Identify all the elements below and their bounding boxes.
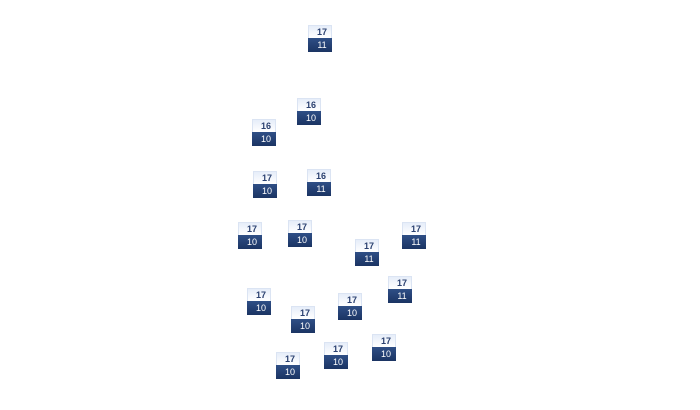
marker-top-value: 17: [388, 276, 412, 289]
map-marker-label[interactable]: 16 11: [307, 169, 331, 196]
marker-bottom-value: 10: [324, 355, 348, 369]
marker-bottom-value: 10: [291, 319, 315, 333]
map-marker-label[interactable]: 17 10: [276, 352, 300, 379]
map-marker-label[interactable]: 17 10: [247, 288, 271, 315]
marker-bottom-value: 10: [247, 301, 271, 315]
map-marker-label[interactable]: 17 11: [388, 276, 412, 303]
map-marker-label[interactable]: 17 10: [372, 334, 396, 361]
marker-bottom-value: 10: [252, 132, 276, 146]
marker-top-value: 17: [291, 306, 315, 319]
map-marker-label[interactable]: 17 10: [324, 342, 348, 369]
marker-top-value: 17: [276, 352, 300, 365]
marker-top-value: 17: [247, 288, 271, 301]
map-marker-label[interactable]: 16 10: [252, 119, 276, 146]
map-marker-label[interactable]: 17 10: [238, 222, 262, 249]
marker-bottom-value: 11: [308, 38, 332, 52]
marker-top-value: 17: [338, 293, 362, 306]
marker-top-value: 17: [355, 239, 379, 252]
marker-bottom-value: 10: [276, 365, 300, 379]
map-marker-label[interactable]: 17 11: [355, 239, 379, 266]
marker-bottom-value: 10: [238, 235, 262, 249]
marker-top-value: 17: [372, 334, 396, 347]
map-marker-label[interactable]: 16 10: [297, 98, 321, 125]
map-marker-label[interactable]: 17 10: [291, 306, 315, 333]
marker-bottom-value: 11: [388, 289, 412, 303]
marker-bottom-value: 11: [355, 252, 379, 266]
map-marker-label[interactable]: 17 11: [308, 25, 332, 52]
marker-top-value: 17: [288, 220, 312, 233]
map-marker-label[interactable]: 17 10: [338, 293, 362, 320]
marker-bottom-value: 10: [253, 184, 277, 198]
marker-bottom-value: 10: [338, 306, 362, 320]
marker-top-value: 17: [324, 342, 348, 355]
marker-top-value: 17: [308, 25, 332, 38]
marker-top-value: 16: [297, 98, 321, 111]
map-marker-label[interactable]: 17 10: [288, 220, 312, 247]
marker-bottom-value: 10: [372, 347, 396, 361]
marker-bottom-value: 10: [297, 111, 321, 125]
marker-top-value: 17: [402, 222, 426, 235]
marker-top-value: 16: [252, 119, 276, 132]
marker-top-value: 17: [253, 171, 277, 184]
marker-top-value: 16: [307, 169, 331, 182]
marker-bottom-value: 11: [307, 182, 331, 196]
map-marker-label[interactable]: 17 11: [402, 222, 426, 249]
marker-bottom-value: 10: [288, 233, 312, 247]
map-marker-label[interactable]: 17 10: [253, 171, 277, 198]
marker-top-value: 17: [238, 222, 262, 235]
marker-bottom-value: 11: [402, 235, 426, 249]
